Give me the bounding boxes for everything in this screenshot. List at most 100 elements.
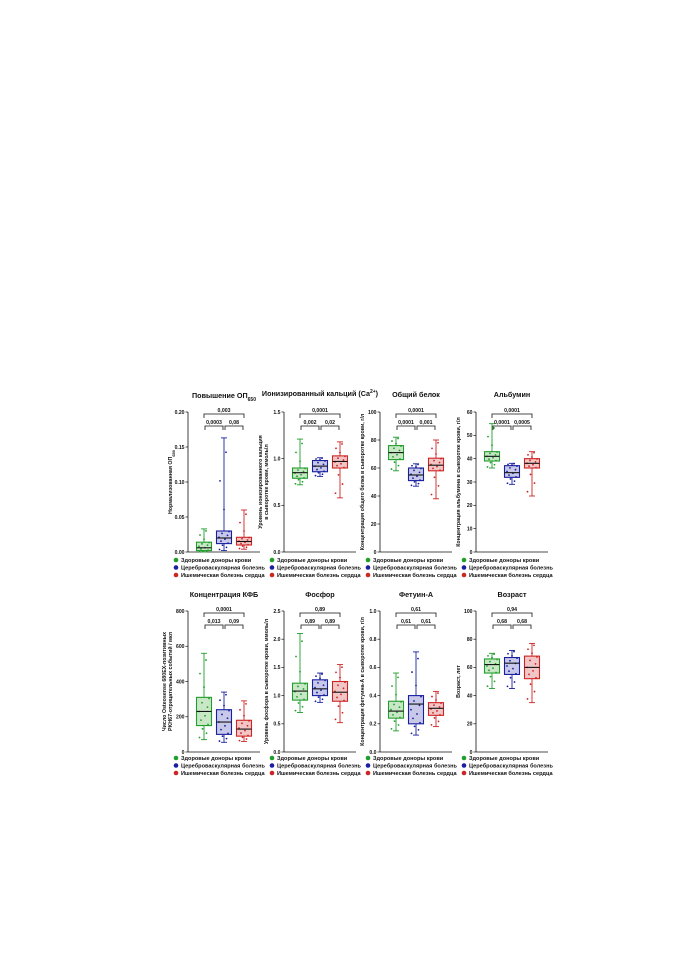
data-point bbox=[227, 732, 229, 735]
y-tick-label: 1.5 bbox=[273, 665, 280, 671]
p-value-label: 0,68 bbox=[517, 619, 527, 625]
data-point bbox=[223, 508, 225, 511]
y-tick-label: 30 bbox=[467, 480, 473, 486]
data-point bbox=[304, 467, 306, 470]
data-point bbox=[206, 544, 209, 547]
data-point bbox=[227, 542, 229, 545]
data-point bbox=[218, 740, 221, 742]
y-tick-label: 1.0 bbox=[273, 456, 280, 462]
box-2 bbox=[215, 437, 233, 552]
data-point bbox=[206, 706, 209, 709]
p-value-label: 0,09 bbox=[229, 619, 239, 625]
y-tick-label: 400 bbox=[176, 679, 185, 685]
data-point bbox=[399, 458, 401, 460]
data-point bbox=[493, 680, 496, 683]
y-axis-label: Нормализованная ОП650 bbox=[168, 449, 176, 514]
chart-title: Повышение ОП650 bbox=[192, 391, 256, 403]
chart-title: Ионизированный кальций (Ca2+) bbox=[262, 389, 379, 398]
y-axis-label: PKH67-отрицательных событий / мкл bbox=[167, 632, 174, 731]
data-point bbox=[417, 657, 419, 660]
p-value-label: 0,02 bbox=[325, 420, 335, 426]
y-axis-label: Концентрация альбумина в сыворотке крови… bbox=[455, 417, 462, 547]
data-point bbox=[302, 470, 305, 473]
data-point bbox=[430, 723, 433, 726]
data-point bbox=[415, 466, 417, 468]
data-point bbox=[245, 738, 248, 740]
box-iqr bbox=[407, 695, 425, 725]
data-point bbox=[228, 530, 230, 533]
p-value-label: 0,002 bbox=[304, 420, 317, 426]
legend-label: Цереброваскулярная болезнь bbox=[181, 763, 265, 770]
data-point bbox=[413, 725, 416, 728]
data-point bbox=[416, 713, 418, 715]
box-2 bbox=[215, 691, 233, 743]
p-value-label: 0,013 bbox=[208, 619, 221, 625]
y-tick-label: 1.0 bbox=[369, 609, 376, 615]
legend-label: Ишемическая болезнь сердца bbox=[277, 770, 361, 777]
box-iqr bbox=[503, 656, 521, 676]
y-tick-label: 0.0 bbox=[273, 750, 280, 756]
p-value-label: 0,89 bbox=[325, 619, 335, 625]
data-point bbox=[238, 739, 241, 742]
data-point bbox=[205, 732, 208, 735]
data-point bbox=[496, 658, 498, 661]
data-point bbox=[321, 457, 323, 460]
data-point bbox=[315, 458, 317, 460]
data-point bbox=[418, 704, 421, 707]
data-point bbox=[417, 482, 420, 485]
y-tick-label: 2.5 bbox=[273, 609, 280, 615]
data-point bbox=[299, 670, 301, 673]
box-iqr bbox=[311, 679, 329, 697]
data-point bbox=[433, 476, 436, 479]
data-point bbox=[324, 679, 326, 682]
data-point bbox=[303, 476, 305, 479]
data-point bbox=[512, 667, 514, 670]
box-1 bbox=[291, 633, 309, 713]
y-tick-label: 20 bbox=[371, 522, 377, 528]
data-point bbox=[420, 467, 422, 470]
p-value-label: 0,001 bbox=[420, 420, 433, 426]
y-tick-label: 40 bbox=[467, 693, 473, 699]
data-point bbox=[295, 451, 297, 454]
significance-bracket bbox=[204, 624, 224, 629]
legend-marker bbox=[365, 763, 371, 768]
data-point bbox=[391, 440, 393, 442]
data-point bbox=[536, 458, 538, 460]
p-value-label: 0,0001 bbox=[216, 607, 232, 613]
legend-marker bbox=[173, 565, 179, 570]
data-point bbox=[296, 475, 298, 478]
data-point bbox=[241, 722, 243, 725]
data-point bbox=[410, 732, 413, 735]
significance-bracket bbox=[224, 425, 244, 430]
data-point bbox=[534, 663, 537, 665]
data-point bbox=[398, 706, 401, 708]
data-point bbox=[412, 477, 414, 480]
box-3 bbox=[523, 451, 541, 497]
box-1 bbox=[483, 423, 501, 469]
y-tick-label: 0 bbox=[182, 750, 185, 756]
p-value-label: 0,61 bbox=[411, 607, 421, 613]
data-point bbox=[301, 480, 304, 483]
legend-label: Здоровые доноры крови bbox=[277, 558, 348, 564]
data-point bbox=[295, 655, 297, 658]
data-point bbox=[205, 659, 207, 661]
data-point bbox=[487, 655, 489, 657]
data-point bbox=[203, 686, 205, 689]
box-iqr bbox=[387, 700, 405, 719]
data-point bbox=[248, 536, 250, 539]
data-point bbox=[489, 660, 491, 663]
data-point bbox=[489, 461, 492, 464]
data-point bbox=[340, 693, 342, 696]
data-point bbox=[200, 548, 202, 550]
data-point bbox=[393, 447, 395, 450]
y-tick-label: 20 bbox=[467, 503, 473, 509]
data-point bbox=[535, 676, 537, 679]
y-tick-label: 0.15 bbox=[175, 445, 185, 451]
box-2 bbox=[407, 463, 425, 487]
data-point bbox=[495, 459, 497, 462]
data-point bbox=[432, 711, 434, 714]
legend-label: Здоровые доноры крови bbox=[373, 756, 444, 762]
data-point bbox=[430, 493, 433, 496]
